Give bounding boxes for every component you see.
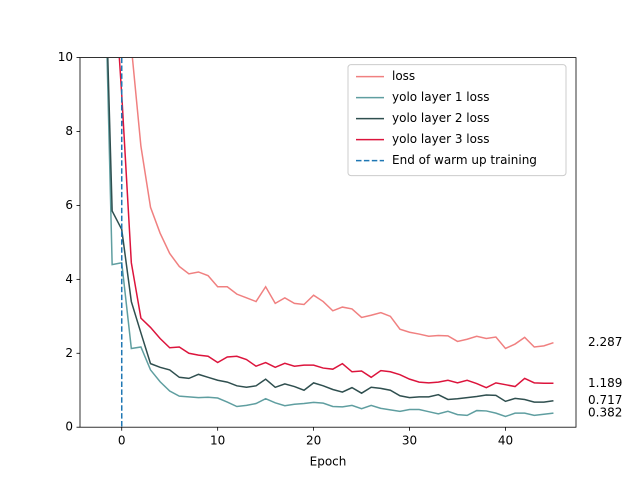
x-axis-label: Epoch — [310, 455, 347, 469]
end-value-label: 1.189 — [588, 376, 622, 390]
y-tick-label: 2 — [65, 346, 73, 360]
y-tick-label: 8 — [65, 124, 73, 138]
x-tick-label: 10 — [210, 434, 225, 448]
x-tick-label: 0 — [118, 434, 126, 448]
end-value-label: 0.717 — [588, 393, 622, 407]
x-tick-label: 30 — [402, 434, 417, 448]
end-value-label: 0.382 — [588, 406, 622, 420]
end-value-label: 2.287 — [588, 335, 622, 349]
legend-label: yolo layer 1 loss — [392, 90, 489, 104]
legend-label: End of warm up training — [392, 153, 537, 167]
legend-box — [347, 64, 567, 177]
series-line — [131, 57, 554, 350]
y-tick-label: 0 — [65, 420, 73, 434]
series-line — [107, 57, 554, 403]
plot-area — [106, 57, 554, 428]
legend-label: yolo layer 3 loss — [392, 132, 489, 146]
legend-label: loss — [392, 69, 415, 83]
series-line — [118, 57, 554, 389]
y-tick-label: 4 — [65, 272, 73, 286]
y-tick-label: 10 — [58, 50, 73, 64]
y-tick-label: 6 — [65, 198, 73, 212]
series-line — [106, 57, 554, 418]
axes-frame — [79, 57, 577, 428]
x-tick-label: 40 — [498, 434, 513, 448]
legend-label: yolo layer 2 loss — [392, 111, 489, 125]
x-tick-label: 20 — [306, 434, 321, 448]
